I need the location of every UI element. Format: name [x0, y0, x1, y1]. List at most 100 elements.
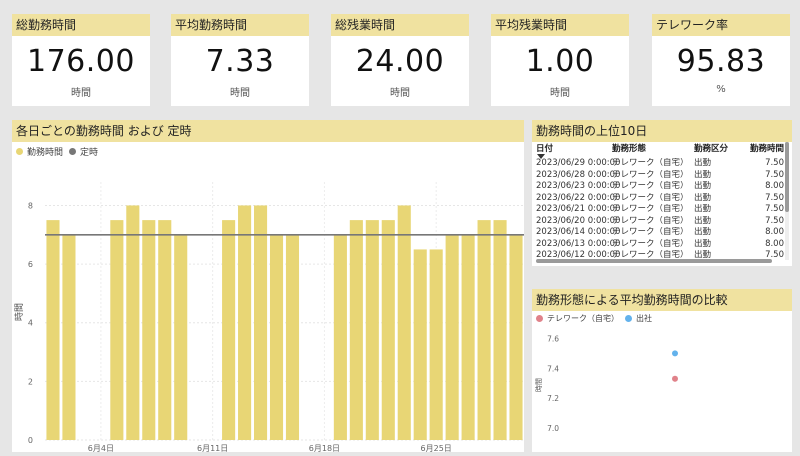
- table-cell: テレワーク（自宅）: [612, 192, 689, 203]
- top10-table-panel[interactable]: 勤務時間の上位10日 日付 勤務形態 勤務区分 勤務時間 2023/06/29 …: [532, 120, 792, 266]
- legend-label-office[interactable]: 出社: [636, 314, 652, 323]
- vertical-scrollbar[interactable]: [785, 142, 789, 260]
- kpi-card-telework-rate: テレワーク率 95.83 %: [652, 14, 790, 106]
- kpi-title: 平均残業時間: [491, 14, 629, 36]
- table-cell: 出勤: [694, 158, 712, 168]
- legend-label-standard[interactable]: 定時: [80, 148, 99, 158]
- x-tick-label: 6月25日: [421, 444, 452, 452]
- y-tick-label: 7.4: [547, 364, 559, 373]
- panel-title: 各日ごとの勤務時間 および 定時: [12, 120, 524, 142]
- table-cell: 7.50: [765, 169, 784, 180]
- scatter-point: [672, 375, 678, 382]
- bar: [269, 234, 284, 440]
- y-tick-label: 8: [28, 201, 33, 210]
- table-cell: 出勤: [694, 181, 712, 191]
- legend-swatch-office: [625, 315, 632, 322]
- table-row[interactable]: 2023/06/13 0:00:00 テレワーク（自宅） 出勤 8.00: [532, 239, 784, 251]
- y-axis-label: 時間: [14, 303, 25, 321]
- table-cell: テレワーク（自宅）: [612, 204, 689, 214]
- kpi-unit: 時間: [230, 88, 250, 99]
- table-cell: 7.50: [765, 215, 784, 226]
- bar: [142, 220, 156, 440]
- table-header: 日付 勤務形態 勤務区分 勤務時間: [532, 142, 784, 154]
- table-cell: 7.50: [765, 204, 784, 214]
- bar: [110, 220, 124, 440]
- bar: [46, 220, 60, 440]
- table-cell: 出勤: [694, 227, 712, 237]
- bar: [254, 205, 268, 440]
- y-tick-label: 7.6: [547, 334, 559, 343]
- kpi-card-avg-hours: 平均勤務時間 7.33 時間: [171, 14, 309, 106]
- kpi-value: 95.83: [676, 44, 766, 79]
- table-cell: 出勤: [694, 250, 712, 260]
- kpi-unit: 時間: [550, 88, 570, 99]
- scrollbar-thumb[interactable]: [785, 142, 789, 212]
- table-cell: 7.50: [765, 192, 784, 203]
- table-cell: テレワーク（自宅）: [612, 227, 689, 237]
- table-cell: 出勤: [694, 192, 712, 203]
- table-row[interactable]: 2023/06/14 0:00:00 テレワーク（自宅） 出勤 8.00: [532, 227, 784, 239]
- kpi-value: 176.00: [27, 44, 135, 79]
- column-header-date[interactable]: 日付: [536, 144, 554, 154]
- table-cell: 2023/06/20 0:00:00: [536, 215, 621, 226]
- legend-label-hours[interactable]: 勤務時間: [27, 148, 64, 158]
- table-cell: 2023/06/21 0:00:00: [536, 204, 621, 214]
- table-cell: 出勤: [694, 169, 712, 180]
- kpi-card-total-hours: 総勤務時間 176.00 時間: [12, 14, 150, 106]
- bar: [509, 234, 523, 440]
- table-cell: テレワーク（自宅）: [612, 250, 689, 260]
- kpi-unit: 時間: [390, 88, 410, 99]
- table-cell: 8.00: [765, 227, 784, 237]
- sort-descending-icon: [537, 154, 545, 159]
- comparison-chart-panel[interactable]: 勤務形態による平均勤務時間の比較 テレワーク（自宅） 出社 時間 7.0 7.2 7…: [532, 289, 792, 452]
- kpi-title: 平均勤務時間: [171, 14, 309, 36]
- bar: [381, 220, 395, 440]
- bar: [413, 249, 427, 440]
- table-cell: テレワーク（自宅）: [612, 158, 689, 168]
- legend-label-telework[interactable]: テレワーク（自宅）: [547, 314, 619, 323]
- table-row[interactable]: 2023/06/12 0:00:00 テレワーク（自宅） 出勤 7.50: [532, 250, 784, 262]
- comparison-scatter-chart: 時間 7.0 7.2 7.4 7.6: [535, 334, 678, 433]
- legend-swatch-telework: [536, 315, 543, 322]
- bar: [238, 205, 252, 440]
- column-header-work-type[interactable]: 勤務区分: [694, 144, 729, 154]
- table-cell: 出勤: [694, 204, 712, 214]
- table-cell: 8.00: [765, 238, 784, 249]
- column-header-work-style[interactable]: 勤務形態: [612, 144, 647, 154]
- table-cell: 8.00: [765, 181, 784, 191]
- horizontal-scrollbar[interactable]: [536, 259, 772, 263]
- y-tick-label: 7.0: [547, 424, 559, 433]
- daily-hours-chart: 時間 0 2 4 6 8 6月4日 6月11日 6月18日 6月25日: [14, 182, 524, 452]
- kpi-value: 24.00: [355, 44, 445, 79]
- legend-swatch-hours: [16, 148, 23, 155]
- kpi-value: 1.00: [525, 44, 595, 79]
- bar: [158, 220, 172, 440]
- panel-title: 勤務時間の上位10日: [532, 120, 792, 142]
- table-cell: 2023/06/28 0:00:00: [536, 169, 621, 180]
- table-row[interactable]: 2023/06/28 0:00:00 テレワーク（自宅） 出勤 7.50: [532, 170, 784, 182]
- kpi-value: 7.33: [205, 44, 275, 79]
- y-tick-label: 2: [28, 377, 33, 386]
- kpi-unit: %: [716, 84, 726, 95]
- column-header-hours[interactable]: 勤務時間: [749, 144, 784, 154]
- table-row[interactable]: 2023/06/23 0:00:00 テレワーク（自宅） 出勤 8.00: [532, 181, 784, 193]
- bar: [174, 234, 188, 440]
- table-row[interactable]: 2023/06/21 0:00:00 テレワーク（自宅） 出勤 7.50: [532, 204, 784, 216]
- x-tick-label: 6月4日: [88, 444, 114, 452]
- kpi-title: 総残業時間: [331, 14, 469, 36]
- y-tick-label: 7.2: [547, 394, 559, 403]
- x-tick-label: 6月18日: [309, 444, 340, 452]
- table-row[interactable]: 2023/06/22 0:00:00 テレワーク（自宅） 出勤 7.50: [532, 193, 784, 205]
- kpi-card-total-overtime: 総残業時間 24.00 時間: [331, 14, 469, 106]
- bar: [397, 205, 411, 440]
- table-cell: 2023/06/23 0:00:00: [536, 181, 621, 191]
- table-row[interactable]: 2023/06/20 0:00:00 テレワーク（自宅） 出勤 7.50: [532, 216, 784, 228]
- y-axis-label: 時間: [535, 378, 543, 392]
- kpi-unit: 時間: [71, 88, 91, 99]
- table-cell: 出勤: [694, 238, 712, 249]
- table-row[interactable]: 2023/06/29 0:00:00 テレワーク（自宅） 出勤 7.50: [532, 158, 784, 170]
- kpi-title: 総勤務時間: [12, 14, 150, 36]
- daily-hours-chart-panel[interactable]: 各日ごとの勤務時間 および 定時 勤務時間 定時 時間 0 2 4 6 8 6月4日 6月…: [12, 120, 524, 452]
- x-tick-label: 6月11日: [197, 444, 228, 452]
- table-cell: 7.50: [765, 250, 784, 260]
